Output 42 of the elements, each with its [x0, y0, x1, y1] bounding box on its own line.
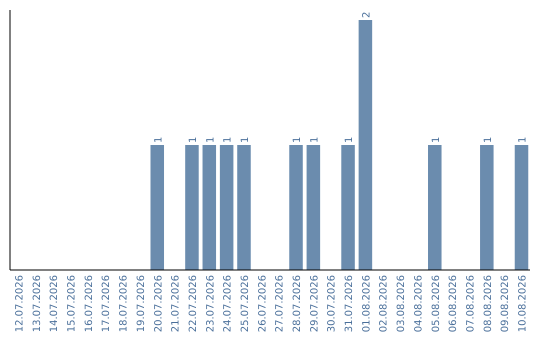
data-label: 1	[240, 136, 251, 143]
x-tick-label: 13.07.2026	[32, 275, 43, 332]
x-tick-label: 25.07.2026	[240, 275, 251, 332]
x-tick-label: 30.07.2026	[326, 275, 338, 332]
x-tick-label: 15.07.2026	[66, 275, 78, 332]
x-tick-label: 23.07.2026	[205, 275, 216, 332]
x-tick-label: 29.07.2026	[309, 275, 320, 332]
x-tick-label: 10.08.2026	[518, 275, 528, 332]
x-tick-label: 28.07.2026	[292, 275, 304, 332]
x-tick-label: 16.07.2026	[84, 275, 95, 332]
x-tick-label: 05.08.2026	[430, 275, 442, 332]
x-tick-label: 01.08.2026	[361, 275, 372, 332]
x-tick-label: 22.07.2026	[188, 275, 199, 332]
x-tick-label: 18.07.2026	[118, 275, 130, 332]
x-tick-label: 07.08.2026	[465, 275, 476, 332]
x-tick-label: 19.07.2026	[136, 275, 147, 332]
data-label: 1	[518, 136, 528, 143]
x-tick-label: 03.08.2026	[396, 275, 408, 332]
x-tick-label: 21.07.2026	[170, 275, 182, 332]
x-tick-label: 09.08.2026	[500, 275, 512, 332]
x-tick-label: 20.07.2026	[153, 275, 164, 332]
data-label: 1	[188, 136, 199, 143]
data-label: 1	[482, 136, 494, 143]
x-tick-label: 08.08.2026	[482, 275, 494, 332]
x-tick-label: 02.08.2026	[378, 275, 390, 332]
x-tick-label: 12.07.2026	[14, 275, 26, 332]
x-tick-label: 06.08.2026	[448, 275, 460, 332]
data-label: 1	[153, 136, 164, 143]
data-label: 1	[222, 136, 234, 143]
data-label: 1	[309, 136, 320, 143]
x-tick-label: 04.08.2026	[413, 275, 424, 332]
x-tick-label: 27.07.2026	[274, 275, 286, 332]
data-label: 1	[430, 136, 442, 143]
x-tick-label: 31.07.2026	[344, 275, 356, 332]
x-tick-label: 14.07.2026	[49, 275, 60, 332]
x-tick-label: 24.07.2026	[222, 275, 234, 332]
data-label: 1	[205, 136, 216, 143]
x-tick-label: 26.07.2026	[257, 275, 268, 332]
data-label: 2	[361, 12, 372, 18]
x-tick-label: 17.07.2026	[101, 275, 112, 332]
data-label: 1	[344, 136, 356, 143]
data-label: 1	[292, 136, 304, 143]
